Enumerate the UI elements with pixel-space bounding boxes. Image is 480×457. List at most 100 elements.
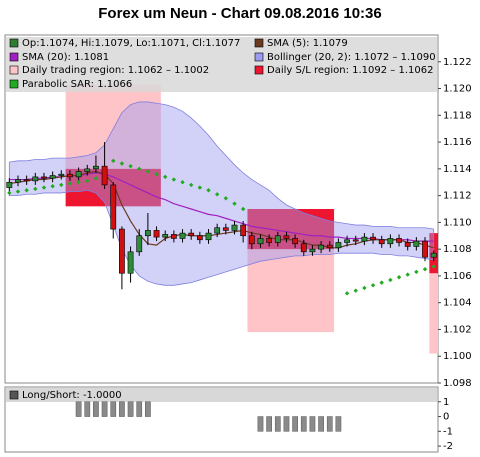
candle-body (58, 173, 65, 176)
candle-body (75, 171, 82, 178)
long-short-bar (136, 401, 143, 417)
sar-dot (41, 185, 47, 190)
candle-body (67, 173, 73, 178)
candle-body (15, 179, 21, 183)
long-short-bar (292, 416, 298, 432)
legend-label: Bollinger (20, 2): 1.1072 – 1.1090 (267, 52, 436, 63)
long-short-bar (300, 416, 307, 432)
y-tick-label: 1.102 (443, 324, 472, 335)
legend-label: SMA (5): 1.1079 (267, 38, 348, 49)
candle-body (188, 232, 195, 237)
long-short-bar (257, 416, 264, 432)
long-short-bar (84, 401, 91, 417)
candle-body (309, 248, 316, 253)
sar-dot (214, 192, 220, 197)
sar-dot (67, 181, 73, 186)
y-tick-label: 1.100 (443, 351, 472, 362)
y-tick-label: 1.114 (443, 164, 472, 175)
candle-body (318, 244, 324, 250)
candle-body (162, 234, 169, 238)
legend-label: SMA (20): 1.1081 (22, 52, 109, 63)
sar-dot (76, 180, 81, 185)
y-tick-label: 1.116 (443, 137, 472, 148)
candle-body (300, 243, 307, 253)
candle-body (179, 232, 186, 239)
sar-dot (370, 283, 376, 288)
candle-body (41, 176, 47, 179)
candle-body (430, 252, 437, 258)
candle-body (274, 235, 281, 243)
legend-swatch (254, 65, 264, 75)
long-short-bar (318, 416, 324, 432)
candle-body (404, 242, 411, 247)
candle-body (84, 168, 91, 172)
legend-label: Daily S/L region: 1.1092 – 1.1062 (267, 65, 433, 76)
sar-dot (24, 188, 29, 193)
legend-label: Long/Short: -1.0000 (22, 390, 122, 401)
candle-body (378, 239, 385, 245)
y-tick-label: 1.112 (443, 191, 472, 202)
sar-dot (353, 288, 358, 293)
sar-dot (33, 186, 38, 192)
sar-dot (85, 178, 90, 184)
sar-dot (180, 180, 185, 185)
candle-body (352, 239, 359, 242)
candle-body (170, 234, 177, 239)
candle-body (413, 240, 420, 247)
candle-body (32, 176, 39, 182)
candle-body (248, 235, 255, 245)
sar-dot (163, 174, 168, 180)
candle-body (93, 165, 99, 170)
long-short-bar (101, 401, 108, 417)
candle-body (370, 236, 376, 241)
sar-dot (388, 277, 393, 283)
long-short-bar (335, 416, 342, 432)
sar-dot (197, 185, 203, 190)
y-tick-label: 1.104 (443, 298, 472, 309)
sub-legend-background (6, 388, 437, 402)
legend-label: Daily trading region: 1.1062 – 1.1002 (22, 65, 209, 76)
sar-dot (362, 285, 367, 291)
candle-body (344, 239, 350, 243)
sar-dot (223, 196, 229, 201)
sar-dot (206, 188, 211, 193)
long-short-bar (266, 416, 272, 432)
sub-y-tick-label: 0 (443, 412, 449, 423)
legend-swatch (254, 52, 264, 62)
chart-title: Forex um Neun - Chart 09.08.2016 10:36 (98, 5, 381, 22)
candle-body (231, 224, 238, 231)
trading-region (247, 249, 335, 333)
sar-dot (171, 177, 177, 182)
sar-dot (154, 172, 159, 177)
sub-y-tick-label: 1 (443, 397, 449, 408)
long-short-bar (110, 401, 117, 417)
long-short-bar (274, 416, 281, 432)
legend-swatch (9, 79, 19, 89)
candle-body (205, 232, 212, 241)
candle-body (196, 235, 203, 241)
candle-body (110, 184, 117, 230)
long-short-bar (145, 401, 151, 417)
candle-body (326, 244, 333, 249)
long-short-bar (119, 401, 125, 417)
sar-dot (50, 184, 55, 189)
legend-label: Op:1.1074, Hi:1.1079, Lo:1.1071, Cl:1.10… (22, 38, 240, 49)
sar-dot (7, 190, 12, 196)
candle-body (292, 238, 299, 245)
trading-region (429, 273, 438, 354)
candle-body (240, 224, 247, 237)
long-short-bar (326, 416, 333, 432)
candle-body (127, 251, 134, 274)
sar-dot (128, 163, 133, 169)
candle-body (144, 230, 151, 237)
candle-body (422, 240, 428, 258)
candle-body (257, 238, 264, 245)
candle-body (266, 238, 273, 243)
sar-dot (15, 189, 21, 194)
sar-dot (431, 264, 436, 269)
long-short-bar (309, 416, 316, 432)
sar-dot (111, 158, 116, 164)
sar-dot (344, 291, 350, 296)
candle-body (335, 242, 342, 249)
sar-dot (422, 267, 428, 272)
